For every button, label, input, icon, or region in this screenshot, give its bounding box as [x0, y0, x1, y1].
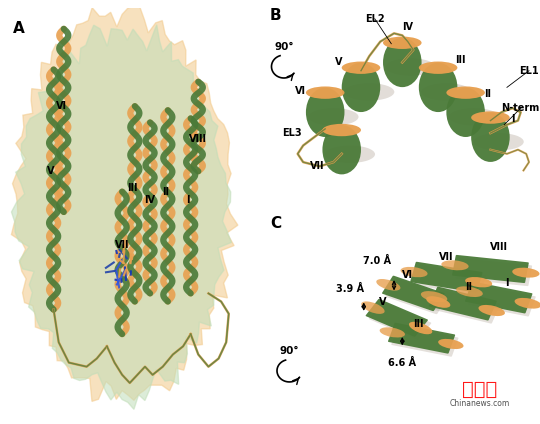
Ellipse shape	[441, 260, 469, 270]
Ellipse shape	[361, 301, 384, 314]
Ellipse shape	[383, 36, 422, 49]
FancyBboxPatch shape	[468, 285, 536, 316]
FancyBboxPatch shape	[366, 299, 428, 337]
Ellipse shape	[421, 83, 471, 100]
Ellipse shape	[376, 279, 401, 290]
Text: EL3: EL3	[282, 128, 302, 138]
FancyBboxPatch shape	[429, 287, 497, 321]
Text: V: V	[335, 57, 343, 67]
Text: I: I	[505, 278, 509, 288]
Text: I: I	[186, 195, 190, 205]
Ellipse shape	[401, 267, 428, 277]
Text: 3.9 Å: 3.9 Å	[336, 285, 364, 294]
Text: VI: VI	[402, 270, 413, 280]
Text: Chinanews.com: Chinanews.com	[449, 399, 510, 408]
Ellipse shape	[471, 112, 510, 124]
Ellipse shape	[512, 268, 539, 278]
Ellipse shape	[474, 133, 524, 151]
Text: 90°: 90°	[280, 346, 299, 357]
Ellipse shape	[306, 87, 345, 137]
Ellipse shape	[383, 38, 422, 87]
FancyBboxPatch shape	[369, 302, 431, 340]
Text: VIII: VIII	[490, 242, 508, 251]
FancyBboxPatch shape	[388, 323, 455, 354]
Text: EL1: EL1	[519, 66, 539, 76]
Ellipse shape	[344, 83, 394, 100]
Text: VII: VII	[309, 161, 324, 171]
FancyBboxPatch shape	[465, 282, 532, 313]
Text: IV: IV	[145, 195, 156, 205]
FancyBboxPatch shape	[452, 255, 529, 283]
Ellipse shape	[478, 305, 505, 316]
Text: C: C	[270, 216, 281, 231]
Ellipse shape	[471, 112, 510, 162]
FancyBboxPatch shape	[432, 290, 500, 324]
Text: 90°: 90°	[274, 42, 294, 52]
Text: III: III	[127, 183, 138, 192]
Ellipse shape	[325, 145, 375, 163]
Text: II: II	[162, 187, 169, 197]
Polygon shape	[11, 25, 231, 409]
Ellipse shape	[322, 125, 361, 174]
Ellipse shape	[447, 86, 485, 99]
FancyBboxPatch shape	[455, 258, 532, 286]
Text: II: II	[465, 282, 472, 292]
Ellipse shape	[449, 108, 499, 126]
FancyBboxPatch shape	[385, 279, 448, 314]
FancyBboxPatch shape	[382, 276, 444, 311]
FancyBboxPatch shape	[392, 326, 458, 357]
FancyBboxPatch shape	[410, 262, 483, 293]
Text: EL2: EL2	[365, 14, 384, 24]
Ellipse shape	[306, 86, 345, 99]
Text: A: A	[13, 21, 25, 36]
Ellipse shape	[426, 296, 450, 308]
Text: VI: VI	[295, 86, 306, 97]
Text: II: II	[484, 89, 491, 98]
Text: VII: VII	[439, 252, 454, 262]
Ellipse shape	[421, 291, 447, 302]
Text: I: I	[511, 114, 514, 123]
Text: 7.0 Å: 7.0 Å	[363, 256, 392, 266]
Text: III: III	[414, 319, 424, 329]
Text: 6.6 Å: 6.6 Å	[388, 357, 416, 368]
Text: VIII: VIII	[190, 134, 207, 144]
FancyBboxPatch shape	[414, 265, 486, 296]
Text: V: V	[379, 296, 387, 307]
Text: III: III	[455, 56, 465, 65]
Text: N-term: N-term	[502, 103, 540, 113]
Ellipse shape	[342, 63, 380, 112]
Polygon shape	[11, 6, 238, 402]
Text: IV: IV	[402, 22, 413, 32]
Ellipse shape	[456, 286, 483, 297]
Ellipse shape	[515, 298, 540, 309]
Text: VI: VI	[56, 101, 67, 111]
Ellipse shape	[308, 108, 359, 126]
Text: V: V	[48, 166, 55, 176]
Text: 中新网: 中新网	[462, 379, 497, 399]
Ellipse shape	[447, 87, 485, 137]
Ellipse shape	[380, 327, 405, 338]
Text: VII: VII	[115, 240, 130, 250]
Ellipse shape	[419, 63, 457, 112]
Ellipse shape	[438, 339, 463, 349]
Ellipse shape	[386, 58, 436, 76]
Ellipse shape	[419, 61, 457, 74]
Ellipse shape	[465, 277, 492, 287]
Text: B: B	[270, 8, 282, 23]
Ellipse shape	[342, 61, 380, 74]
Ellipse shape	[322, 124, 361, 136]
Ellipse shape	[409, 322, 433, 334]
